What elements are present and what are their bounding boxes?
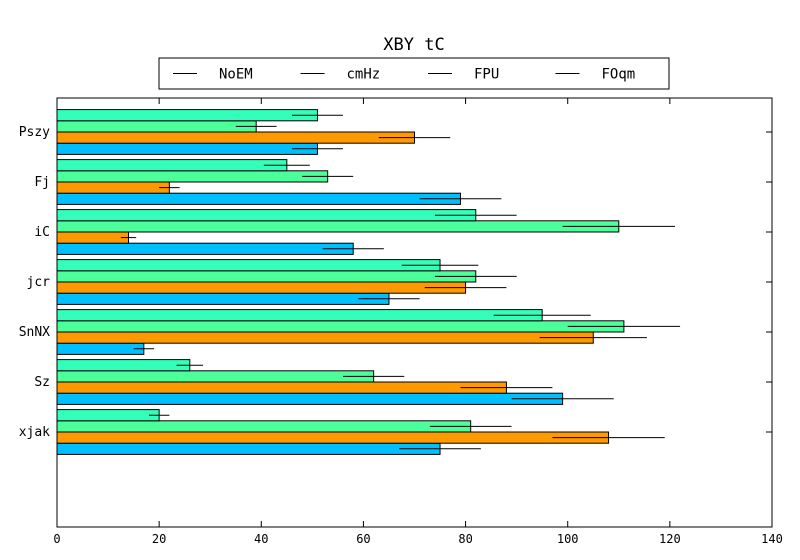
y-tick-label: Sz — [34, 375, 50, 390]
legend-label: FOqm — [602, 67, 636, 83]
legend-label: cmHz — [347, 67, 381, 83]
bar — [56, 359, 191, 372]
bar — [56, 181, 170, 194]
bar — [56, 109, 318, 122]
bar — [56, 420, 472, 433]
bar — [56, 131, 415, 144]
bar — [56, 231, 129, 244]
bar — [56, 142, 318, 155]
axes: Pszy Fj iC jcr SnNX Sz xjak 0 20 40 60 80 100 120 140 — [19, 97, 783, 546]
bar — [56, 331, 594, 344]
bar — [56, 281, 467, 294]
bar — [56, 242, 354, 255]
bar — [56, 409, 160, 422]
y-tick-label: Fj — [34, 175, 50, 190]
x-tick-label: 140 — [761, 532, 783, 546]
chart-title: XBY tC — [383, 35, 444, 55]
bar — [56, 442, 441, 455]
bar — [56, 309, 543, 322]
y-tick-label: xjak — [19, 425, 50, 440]
bar — [56, 120, 257, 133]
bar — [56, 370, 375, 383]
x-tick-label: 100 — [557, 532, 579, 546]
y-tick-label: jcr — [27, 275, 51, 290]
y-tick-label: Pszy — [19, 125, 50, 140]
bar — [56, 259, 441, 272]
legend-label: NoEM — [219, 67, 253, 83]
x-tick-label: 20 — [152, 532, 166, 546]
y-tick-label: SnNX — [19, 325, 50, 340]
x-tick-label: 80 — [458, 532, 472, 546]
bar — [56, 292, 390, 305]
x-tick-label: 60 — [356, 532, 370, 546]
bar — [56, 431, 610, 444]
bars — [56, 109, 625, 455]
bar — [56, 192, 461, 205]
x-tick-label: 40 — [254, 532, 268, 546]
bar — [56, 392, 564, 405]
bar — [56, 270, 477, 283]
bar — [56, 320, 625, 333]
legend-label: FPU — [474, 67, 499, 83]
x-tick-label: 0 — [53, 532, 60, 546]
bar — [56, 381, 507, 394]
bar — [56, 170, 329, 183]
y-tick-label: iC — [34, 225, 50, 240]
legend: NoEM cmHz FPU FOqm — [158, 57, 670, 90]
x-tick-label: 120 — [659, 532, 681, 546]
bar — [56, 209, 477, 222]
plot-frame — [56, 97, 773, 528]
error-bars — [120, 114, 681, 450]
bar — [56, 342, 145, 355]
legend-box — [158, 57, 670, 90]
bar — [56, 220, 620, 233]
bar — [56, 159, 288, 172]
